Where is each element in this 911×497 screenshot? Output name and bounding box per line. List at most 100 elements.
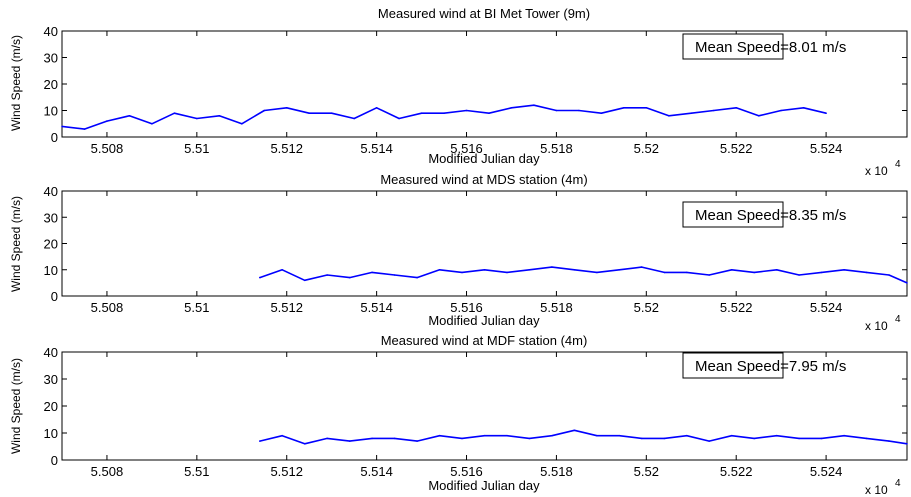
data-point (416, 276, 418, 279)
data-point (259, 440, 261, 442)
x-tick-label: 5.514 (360, 464, 393, 479)
data-point (753, 271, 755, 274)
data-point (218, 115, 221, 117)
data-point (573, 429, 576, 432)
x-multiplier-text: x 10 (865, 319, 888, 333)
data-point (865, 271, 868, 274)
x-multiplier-exponent: 4 (895, 314, 901, 325)
x-tick-label: 5.518 (540, 141, 573, 156)
data-point (641, 266, 643, 268)
data-point (461, 271, 463, 274)
data-point (371, 271, 373, 274)
data-point (528, 269, 531, 271)
data-point (798, 437, 800, 440)
data-point (106, 120, 108, 122)
data-point (775, 434, 778, 437)
data-point (348, 276, 351, 279)
x-tick-label: 5.522 (720, 141, 753, 156)
x-tick-label: 5.516 (450, 464, 483, 479)
x-tick-label: 5.512 (270, 464, 303, 479)
y-tick-label: 40 (44, 184, 58, 199)
data-point (420, 112, 423, 114)
data-point (375, 107, 378, 109)
x-tick-label: 5.512 (270, 141, 303, 156)
y-tick-label: 10 (44, 426, 58, 441)
x-tick-label: 5.524 (810, 141, 843, 156)
mean-speed-annotation: Mean Speed=8.35 m/s (695, 207, 846, 224)
y-axis-label: Wind Speed (m/s) (9, 196, 23, 292)
data-point (843, 269, 845, 271)
data-point (735, 107, 737, 109)
data-point (906, 443, 908, 445)
data-point (285, 107, 288, 109)
data-point (551, 434, 553, 437)
data-point (528, 437, 531, 440)
x-tick-label: 5.518 (540, 300, 573, 315)
y-tick-label: 30 (44, 210, 58, 225)
y-tick-label: 30 (44, 372, 58, 387)
x-tick-label: 5.522 (720, 464, 753, 479)
x-tick-label: 5.524 (810, 464, 843, 479)
mean-speed-annotation: Mean Speed=8.01 m/s (695, 39, 846, 56)
data-point (348, 440, 351, 442)
data-point (708, 274, 710, 276)
data-point (438, 434, 441, 437)
data-point (802, 107, 805, 109)
x-tick-label: 5.522 (720, 300, 753, 315)
x-tick-label: 5.52 (634, 141, 659, 156)
data-point (533, 104, 535, 106)
data-point (730, 269, 733, 271)
panel-mdf-station: Measured wind at MDF station (4m) Modifi… (9, 333, 908, 497)
data-point (578, 109, 580, 112)
data-point (780, 109, 782, 112)
x-axis-label: Modified Julian day (428, 151, 540, 166)
data-point (506, 271, 508, 274)
x-tick-label: 5.524 (810, 300, 843, 315)
data-point (438, 269, 441, 271)
data-point (798, 274, 800, 276)
data-point (686, 271, 688, 274)
x-multiplier-text: x 10 (865, 483, 888, 497)
data-point (668, 115, 670, 117)
mean-speed-annotation: Mean Speed=7.95 m/s (695, 358, 846, 375)
data-point (775, 269, 778, 271)
data-point (151, 123, 153, 125)
x-tick-label: 5.51 (184, 300, 209, 315)
data-point (663, 437, 666, 440)
data-point (353, 117, 356, 120)
data-point (825, 112, 827, 114)
data-point (600, 112, 603, 114)
y-tick-label: 20 (44, 77, 58, 92)
data-point (573, 269, 576, 271)
data-point (326, 274, 329, 276)
series-line (259, 266, 908, 284)
x-tick-label: 5.512 (270, 300, 303, 315)
x-tick-label: 5.52 (634, 464, 659, 479)
data-point (730, 434, 733, 437)
data-point (281, 269, 284, 271)
y-tick-label: 20 (44, 399, 58, 414)
data-point (506, 434, 508, 437)
x-tick-label: 5.516 (450, 141, 483, 156)
x-multiplier-exponent: 4 (895, 478, 901, 489)
y-axis-label: Wind Speed (m/s) (9, 358, 23, 454)
data-point (596, 434, 598, 437)
data-point (483, 269, 486, 271)
data-point (551, 266, 553, 268)
x-axis-label: Modified Julian day (428, 313, 540, 328)
data-point (488, 112, 490, 114)
data-point (618, 269, 621, 271)
series-line (259, 429, 908, 445)
data-point (555, 109, 558, 112)
data-point (712, 109, 715, 112)
data-point (708, 440, 710, 442)
x-tick-label: 5.508 (91, 300, 124, 315)
y-tick-label: 40 (44, 345, 58, 360)
mean-speed-box (682, 201, 784, 228)
data-point (906, 282, 908, 284)
data-point (443, 112, 445, 114)
data-point (303, 443, 306, 445)
x-tick-label: 5.514 (360, 300, 393, 315)
x-tick-label: 5.51 (184, 141, 209, 156)
